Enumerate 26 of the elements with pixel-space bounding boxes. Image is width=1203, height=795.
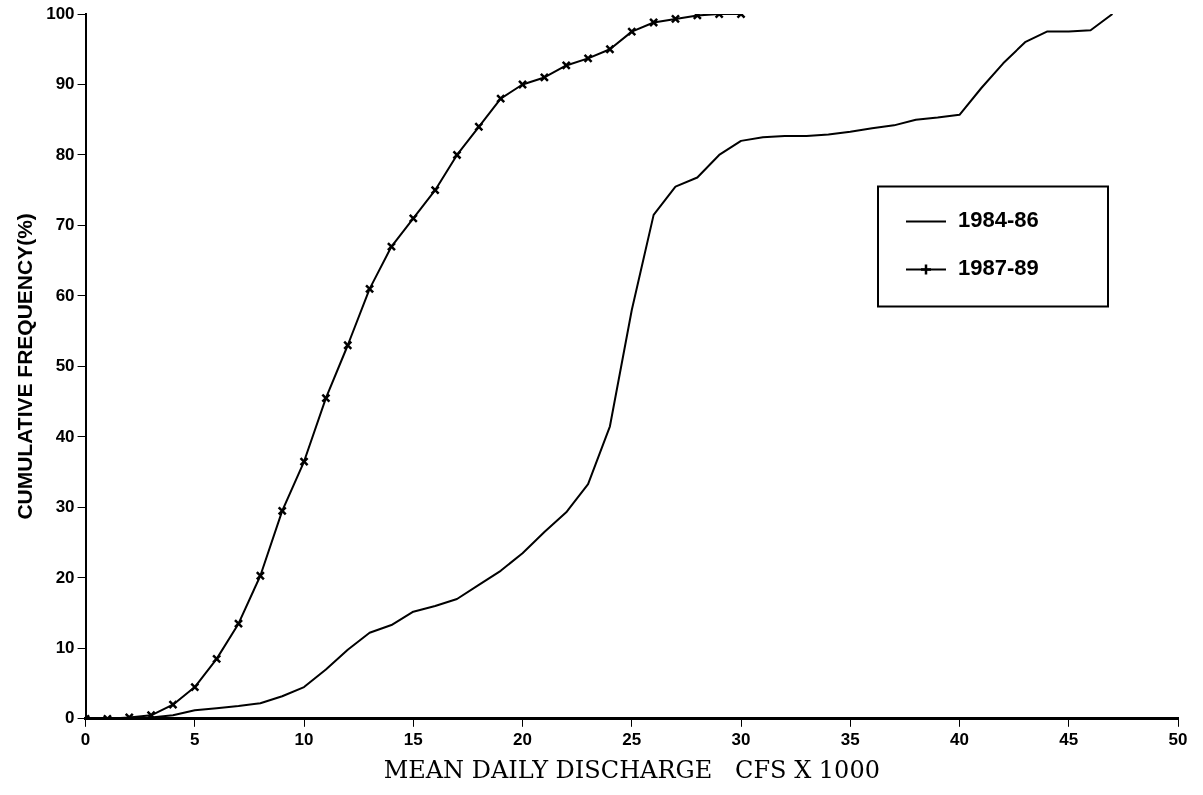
y-tick-label: 20	[55, 567, 75, 587]
x-tick-label: 45	[1059, 729, 1079, 749]
y-tick-label: 80	[55, 144, 75, 164]
y-tick-label: 0	[65, 708, 75, 728]
x-tick-label: 10	[294, 729, 314, 749]
x-tick-label: 15	[403, 729, 423, 749]
x-tick-label: 35	[840, 729, 860, 749]
x-tick-label: 20	[513, 729, 532, 749]
x-tick-label: 0	[80, 729, 91, 749]
legend-label: 1984-86	[958, 207, 1039, 233]
legend-label: 1987-89	[958, 255, 1039, 281]
x-tick-label: 25	[622, 729, 642, 749]
y-tick-label: 40	[55, 426, 75, 446]
x-tick-label: 40	[950, 729, 969, 749]
y-axis-title: CUMULATIVE FREQUENCY(%)	[13, 213, 37, 520]
x-tick-label: 30	[731, 729, 751, 749]
y-tick-label: 10	[55, 638, 75, 658]
x-tick-label: 5	[190, 729, 200, 749]
y-tick-label: 70	[55, 215, 75, 235]
y-tick-label: 60	[55, 285, 75, 305]
y-tick-label: 100	[46, 3, 75, 23]
x-axis-title: MEAN DAILY DISCHARGE CFS X 1000	[383, 755, 880, 784]
y-tick-label: 90	[55, 74, 75, 94]
x-tick-label: 50	[1168, 729, 1188, 749]
y-tick-label: 30	[55, 497, 75, 517]
y-tick-label: 50	[55, 356, 75, 376]
